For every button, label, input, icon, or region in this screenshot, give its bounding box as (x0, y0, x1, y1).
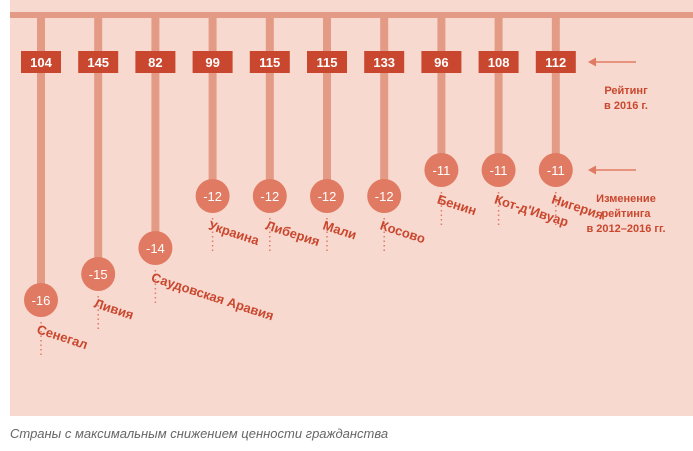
rank-box (135, 51, 176, 73)
stem (494, 18, 503, 170)
change-circle (138, 231, 173, 265)
rank-label: 96 (434, 55, 448, 70)
stem (323, 18, 331, 196)
change-circle (252, 179, 287, 213)
change-label: -12 (318, 189, 337, 204)
stem (94, 18, 103, 274)
change-circle (310, 179, 344, 213)
change-label: -12 (260, 189, 279, 204)
rank-box (535, 51, 576, 73)
change-circle (481, 153, 516, 187)
change-label: -14 (146, 241, 165, 256)
legend-change-arrowhead (588, 165, 596, 175)
stem (380, 18, 389, 196)
rank-box (421, 51, 462, 73)
stem (551, 18, 560, 170)
rank-box (364, 51, 405, 73)
stem (208, 18, 217, 196)
chart-svg: 104-16Сенегал145-15Ливия82-14Саудовская … (10, 0, 693, 416)
rank-box (78, 51, 119, 73)
rank-box (478, 51, 519, 73)
change-label: -16 (32, 293, 51, 308)
rank-label: 115 (317, 55, 338, 70)
legend-change-line1: Изменение (596, 193, 656, 205)
stem (151, 18, 160, 248)
figure-caption: Страны с максимальным снижением ценности… (10, 426, 389, 441)
change-label: -12 (375, 189, 394, 204)
stem (265, 18, 274, 196)
legend-rank-line1: Рейтинг (604, 85, 648, 97)
rank-label: 115 (259, 55, 280, 70)
change-label: -12 (203, 189, 222, 204)
change-label: -11 (547, 163, 565, 178)
rank-label: 133 (373, 55, 395, 70)
rank-label: 99 (205, 55, 219, 70)
rank-box (307, 51, 347, 73)
legend-rank-line2: в 2016 г. (604, 100, 648, 112)
rank-label: 82 (148, 55, 162, 70)
legend-change: Изменение рейтинга в 2012–2016 гг. (586, 165, 666, 235)
rank-label: 112 (545, 55, 566, 70)
chart-background (10, 0, 693, 416)
rank-label: 108 (488, 55, 510, 70)
stems (37, 18, 560, 358)
change-label: -11 (432, 163, 450, 178)
chart: 104 -16 Сенегал 145 -15 Ливия 82 -14 Саудовская … (10, 0, 693, 416)
rank-box (21, 51, 61, 73)
change-circle (367, 179, 402, 213)
rank-box (192, 51, 233, 73)
legend-rank: Рейтинг в 2016 г. (588, 57, 648, 112)
top-bar (10, 12, 693, 18)
rank-box (249, 51, 290, 73)
legend-rank-arrowhead (588, 57, 596, 67)
rank-label: 145 (87, 55, 109, 70)
change-circle (195, 179, 230, 213)
change-circle (24, 283, 58, 317)
rank-label: 104 (30, 55, 52, 70)
change-circle (81, 257, 116, 291)
legend-change-line2: рейтинга (601, 208, 651, 220)
legend-change-line3: в 2012–2016 гг. (586, 223, 665, 235)
stem (437, 18, 446, 170)
change-circle (424, 153, 459, 187)
change-circle (538, 153, 573, 187)
change-label: -15 (89, 267, 108, 282)
stem (37, 18, 45, 300)
change-label: -11 (490, 163, 508, 178)
